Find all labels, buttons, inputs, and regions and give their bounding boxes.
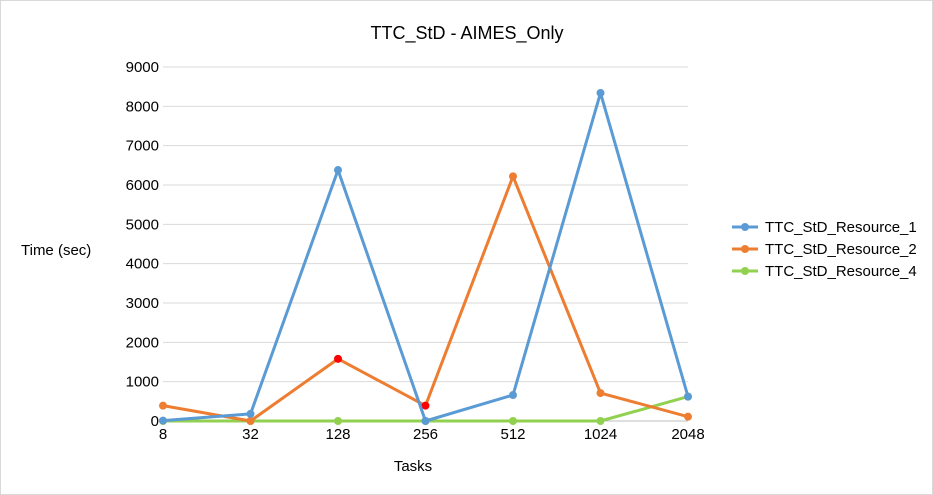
data-point xyxy=(509,172,517,181)
legend-swatch-marker xyxy=(741,267,749,275)
x-tick-label: 1024 xyxy=(584,426,617,443)
data-point xyxy=(246,409,255,418)
data-point xyxy=(334,166,342,175)
x-axis-title: Tasks xyxy=(394,458,432,475)
series-ttc-std-resource-2 xyxy=(159,172,692,425)
y-tick-label: 2000 xyxy=(126,334,159,351)
x-tick-label: 8 xyxy=(159,426,167,443)
y-tick-label: 8000 xyxy=(126,98,159,115)
legend-label: TTC_StD_Resource_1 xyxy=(765,219,917,236)
data-point xyxy=(684,412,692,421)
data-point xyxy=(509,391,517,400)
data-point xyxy=(596,417,605,425)
data-point xyxy=(684,392,692,401)
data-point xyxy=(596,389,605,398)
chart-title: TTC_StD - AIMES_Only xyxy=(370,23,563,44)
data-point xyxy=(421,401,430,410)
data-point xyxy=(334,354,342,363)
data-point xyxy=(334,417,342,425)
legend-item: TTC_StD_Resource_1 xyxy=(732,219,917,236)
legend-label: TTC_StD_Resource_2 xyxy=(765,241,917,258)
legend-label: TTC_StD_Resource_4 xyxy=(765,263,917,280)
y-tick-label: 1000 xyxy=(126,374,159,391)
series-layer xyxy=(159,88,692,425)
y-tick-label: 9000 xyxy=(126,59,159,76)
data-point xyxy=(159,416,167,425)
y-tick-label: 6000 xyxy=(126,177,159,194)
series-ttc-std-resource-1 xyxy=(159,88,692,425)
y-tick-label: 3000 xyxy=(126,295,159,312)
x-tick-label: 32 xyxy=(242,426,259,443)
legend-swatch-marker xyxy=(741,223,749,231)
x-tick-label: 128 xyxy=(325,426,350,443)
legend: TTC_StD_Resource_1 TTC_StD_Resource_2 TTC_… xyxy=(732,219,917,280)
data-point xyxy=(421,417,430,425)
y-axis-ticks: 0 1000 2000 3000 4000 5000 6000 7000 8000 9000 xyxy=(126,59,159,430)
y-tick-label: 0 xyxy=(151,413,159,430)
data-point xyxy=(596,88,605,97)
data-point xyxy=(246,417,255,425)
data-point xyxy=(159,401,167,410)
y-tick-label: 4000 xyxy=(126,256,159,273)
legend-item: TTC_StD_Resource_4 xyxy=(732,263,917,280)
x-tick-label: 512 xyxy=(500,426,525,443)
y-axis-title: Time (sec) xyxy=(21,242,91,259)
x-tick-label: 256 xyxy=(413,426,438,443)
series-line xyxy=(162,91,690,423)
series-line xyxy=(162,174,689,423)
data-point xyxy=(509,417,517,425)
legend-item: TTC_StD_Resource_2 xyxy=(732,241,917,258)
y-tick-label: 5000 xyxy=(126,216,159,233)
legend-swatch-marker xyxy=(741,245,749,253)
x-tick-label: 2048 xyxy=(671,426,704,443)
x-axis-ticks: 8 32 128 256 512 1024 2048 xyxy=(159,426,705,443)
y-tick-label: 7000 xyxy=(126,138,159,155)
